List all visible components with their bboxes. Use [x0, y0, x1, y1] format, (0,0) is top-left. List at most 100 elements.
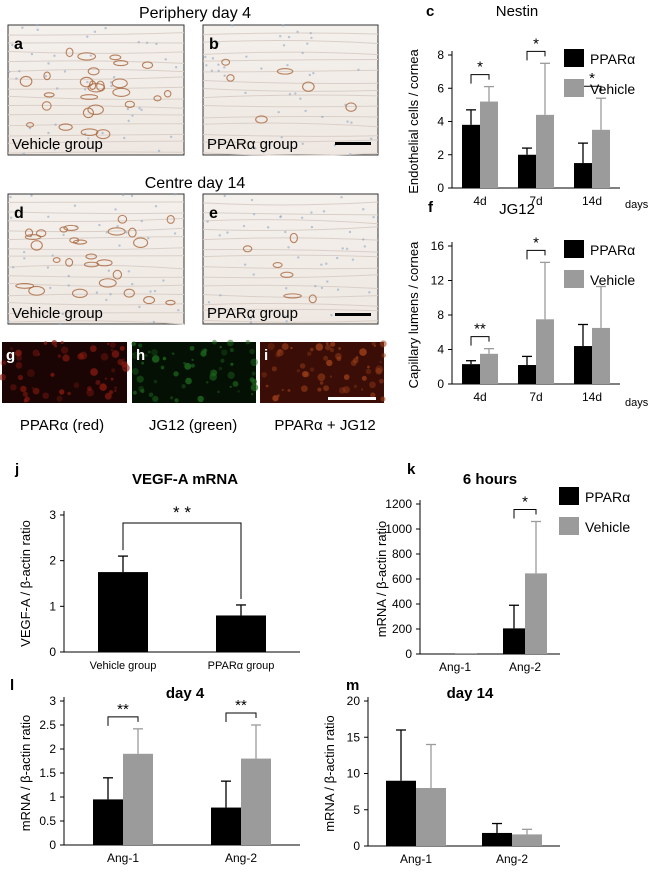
y-tick-label: 0	[49, 838, 56, 852]
significance-bracket	[470, 336, 490, 346]
panel-letter-m: m	[346, 677, 359, 694]
panel-letter: a	[14, 36, 23, 53]
x-tick-label: 14d	[582, 390, 602, 404]
legend-label: PPARα	[590, 242, 635, 258]
x-tick-label: PPARα group	[208, 660, 275, 672]
micrograph-b: b PPARα group	[201, 24, 379, 156]
x-tick-label: 4d	[473, 390, 486, 404]
panel-letter-l: l	[10, 677, 14, 694]
significance-bracket	[526, 50, 546, 61]
legend-swatch	[564, 79, 584, 97]
y-axis-label: mRNA / β-actin ratio	[322, 715, 337, 832]
bar	[592, 129, 610, 188]
fluorescence-texture	[261, 340, 387, 402]
chart-title: day 14	[447, 685, 494, 702]
y-tick-label: 0	[49, 645, 56, 659]
periphery-header: Periphery day 4	[139, 5, 251, 22]
y-tick-label: 2	[49, 742, 56, 756]
y-axis-label: VEGF-A / β-actin ratio	[18, 520, 33, 647]
x-tick-label: Ang-1	[439, 660, 471, 674]
y-tick-label: 0.5	[39, 814, 56, 828]
fluorescence-h: h	[131, 339, 259, 403]
legend-label: Vehicle	[590, 272, 635, 288]
bar	[574, 163, 592, 188]
micrograph-texture	[7, 23, 185, 155]
micrograph-caption: PPARα group	[207, 136, 298, 153]
fluorescence-caption-i: PPARα + JG12	[274, 417, 375, 434]
y-tick-label: 200	[392, 622, 412, 636]
x-tick-label: Ang-1	[400, 852, 432, 866]
legend-label: Vehicle	[585, 519, 630, 535]
bar	[98, 572, 148, 652]
x-tick-label: Ang-2	[225, 851, 257, 865]
bar	[480, 353, 498, 384]
bar	[536, 319, 554, 384]
y-tick-label: 1000	[385, 522, 412, 536]
bar	[574, 346, 592, 384]
y-tick-label: 600	[392, 572, 412, 586]
y-tick-label: 2	[49, 554, 56, 568]
legend-label: PPARα	[590, 51, 635, 67]
bar	[462, 364, 480, 384]
micrograph-a: a Vehicle group	[7, 23, 185, 156]
significance-bracket	[107, 716, 139, 726]
significance-bracket	[513, 509, 537, 519]
y-tick-label: 2.5	[39, 718, 56, 732]
legend-label: PPARα	[585, 489, 630, 505]
fluorescence-texture	[131, 339, 259, 403]
scale-bar	[328, 397, 376, 400]
micrograph-caption: PPARα group	[207, 305, 298, 322]
micrograph-texture	[7, 193, 185, 326]
legend-swatch	[564, 270, 584, 288]
x-tick-label: Vehicle group	[90, 660, 157, 672]
micrograph-e: e PPARα group	[202, 193, 379, 325]
x-tick-label: 4d	[473, 194, 486, 208]
bar	[93, 799, 123, 845]
fluorescence-i: i	[260, 340, 387, 403]
y-tick-label: 15	[347, 730, 361, 744]
centre-header: Centre day 14	[145, 175, 246, 192]
bar	[386, 780, 416, 846]
y-tick-label: 5	[353, 803, 360, 817]
panel-letter: g	[6, 347, 15, 364]
y-tick-label: 8	[437, 48, 444, 62]
micrograph-caption: Vehicle group	[12, 305, 103, 322]
fluorescence-caption-h: JG12 (green)	[149, 417, 237, 434]
chart-m: day 14 0 5 10 15 20 mRNA / β-actin ratio Ang-1 A…	[322, 685, 560, 866]
micrograph-d: d Vehicle group	[7, 193, 185, 326]
panel-letter: h	[136, 347, 145, 364]
y-tick-label: 16	[431, 239, 445, 253]
y-tick-label: 1.5	[39, 766, 56, 780]
significance-label: *	[477, 59, 483, 76]
significance-label: **	[474, 321, 486, 338]
y-tick-label: 1200	[385, 497, 412, 511]
y-tick-label: 0	[437, 377, 444, 391]
panel-letter: e	[209, 205, 218, 222]
x-tick-label: Ang-1	[107, 851, 139, 865]
bar	[518, 154, 536, 188]
fluorescence-g: g	[0, 339, 130, 403]
bar	[241, 758, 271, 845]
bar	[512, 834, 542, 846]
chart-l: day 4 0 0.5 1 1.5 2 2.5 3 mRNA / β-actin ratio An…	[18, 685, 300, 865]
y-tick-label: 3	[49, 694, 56, 708]
y-axis-label: Capillary lumens / cornea	[406, 241, 421, 388]
y-tick-label: 8	[437, 308, 444, 322]
y-axis-label: Endothelial cells / cornea	[406, 48, 421, 193]
y-tick-label: 20	[347, 694, 361, 708]
chart-title: Nestin	[496, 3, 539, 20]
legend-swatch	[564, 240, 584, 258]
y-tick-label: 1	[49, 790, 56, 804]
panel-letter: b	[209, 36, 219, 53]
micrograph-texture	[202, 194, 379, 324]
y-axis-label: mRNA / β-actin ratio	[18, 715, 33, 832]
bar	[480, 101, 498, 188]
significance-label: *	[522, 494, 528, 511]
fluorescence-caption-g: PPARα (red)	[20, 417, 104, 434]
chart-k: 6 hours 0 200 400 600 800 1000 1200 mRNA / β-act…	[374, 471, 630, 674]
y-tick-label: 400	[392, 597, 412, 611]
y-axis-label: mRNA / β-actin ratio	[374, 521, 389, 638]
significance-bracket	[122, 522, 242, 599]
y-tick-label: 4	[437, 115, 444, 129]
y-tick-label: 1	[49, 599, 56, 613]
